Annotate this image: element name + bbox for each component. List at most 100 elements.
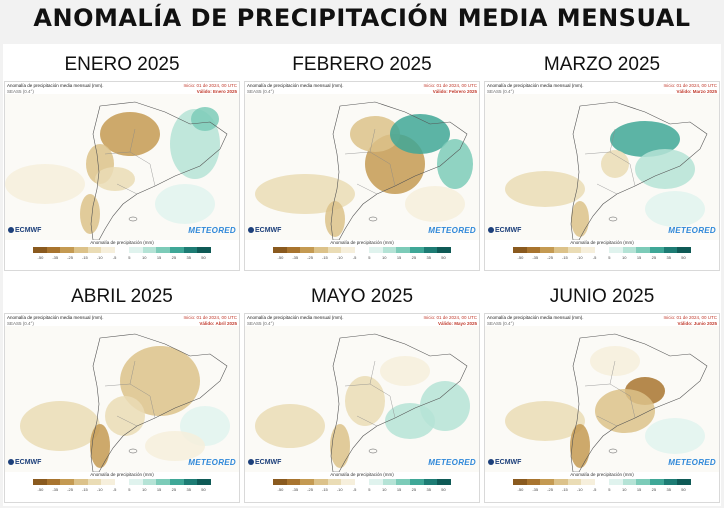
colorbar-tick: 50 [681,255,686,260]
colorbar-tick: -35 [292,487,299,492]
country-borders [584,128,636,195]
colorbar-segment [197,479,211,485]
colorbar-tick: -15 [562,487,568,492]
meteored-logo: METEORED [668,226,716,235]
colorbar-title: Anomalía de precipitación (mm) [90,472,154,477]
product-label: Anomalía de precipitación media mensual … [7,83,104,88]
colorbar-segment [128,479,143,485]
meteored-logo: METEORED [188,226,236,235]
colorbar-tick: 25 [651,255,657,260]
colorbar-segment [87,479,102,485]
colorbar-segment [554,247,568,253]
colorbar-segment [567,479,582,485]
ecmwf-dot-icon [488,459,494,465]
wet-anomaly-area [635,149,695,189]
colorbar-tick: 10 [141,255,147,260]
ecmwf-dot-icon [8,459,14,465]
colorbar-tick: -15 [322,255,328,260]
dry-anomaly-area [570,424,590,468]
dry-anomaly-area [505,171,585,207]
colorbar-segment [663,247,678,253]
meteored-logo: METEORED [428,226,476,235]
precipitation-anomaly-map [485,94,719,240]
colorbar-segment [314,479,328,485]
ecmwf-dot-icon [248,227,254,233]
colorbar-tick: -10 [336,487,343,492]
colorbar-tick: 15 [396,255,402,260]
dry-anomaly-area [380,356,430,386]
colorbar-tick: 35 [666,255,671,260]
colorbar-tick: 35 [186,255,191,260]
colorbar-tick: -5 [352,255,357,260]
colorbar-segment [74,479,88,485]
colorbar-segment [622,479,637,485]
colorbar-tick: -5 [112,255,117,260]
colorbar-segment [33,479,47,485]
colorbar-segment [622,247,637,253]
colorbar-tick: 5 [608,487,611,492]
colorbar-tick: -25 [67,487,73,492]
init-time-label: Inicio: 01 de 2024, 00 UTC [663,315,717,320]
map-header: Anomalía de precipitación media mensual … [7,83,237,101]
dry-anomaly-area [345,376,385,426]
colorbar-segment [60,247,75,253]
colorbar-tick: 50 [201,487,206,492]
colorbar-tick: -50 [517,487,524,492]
colorbar-segment [636,247,650,253]
colorbar-tick: 25 [171,487,177,492]
colorbar-ticks: -50 -35 -25 -15 -10 -5 5 10 15 25 35 50 [33,487,211,493]
meteored-logo: METEORED [428,458,476,467]
colorbar-tick: -5 [112,487,117,492]
product-label: Anomalía de precipitación media mensual … [7,315,104,320]
dry-anomaly-area [595,389,655,433]
colorbar-segment [526,247,541,253]
wet-anomaly-area [390,114,450,154]
source-label: SEAS5 (0.4°) [247,88,274,94]
wet-anomaly-area [645,191,705,227]
colorbar-tick: 10 [381,487,387,492]
ecmwf-logo: ECMWF [488,459,521,466]
continent-outline [330,101,468,240]
colorbar-tick: -25 [547,487,553,492]
colorbar-tick: 25 [411,487,417,492]
meteored-logo: METEORED [188,458,236,467]
colorbar-tick: -5 [352,487,357,492]
dry-anomaly-area [105,396,145,436]
map-canvas [485,94,719,240]
colorbar-segment [341,247,356,253]
precipitation-anomaly-map [485,326,719,472]
forecast-panel-1: ENERO 2025 Anomalía de precipitación med… [3,44,241,274]
colorbar-segment [355,479,369,485]
continent-outline [330,333,468,472]
panel-month-title: MAYO 2025 [310,286,414,307]
colorbar-tick: -25 [67,255,73,260]
colorbar-tick: -10 [96,255,103,260]
islands-outline [128,448,138,454]
colorbar-segment [60,479,75,485]
colorbar-tick: 35 [186,487,191,492]
source-label: SEAS5 (0.4°) [7,320,34,326]
country-borders [344,128,396,195]
wet-anomaly-area [420,381,470,431]
dry-anomaly-area [145,431,205,461]
dry-anomaly-area [20,401,100,451]
colorbar-segment [396,479,410,485]
colorbar-segment [273,479,287,485]
dry-anomaly-area [255,404,325,448]
panel-month-title: JUNIO 2025 [549,286,655,307]
colorbar-ticks: -50 -35 -25 -15 -10 -5 5 10 15 25 35 50 [513,255,691,261]
ecmwf-logo: ECMWF [248,459,281,466]
colorbar-segment [142,479,157,485]
map-card: Anomalía de precipitación media mensual … [245,314,479,502]
colorbar [513,247,691,253]
colorbar-tick: 35 [666,487,671,492]
colorbar-segment [677,247,691,253]
colorbar-tick: 35 [426,255,431,260]
colorbar-segment [156,247,170,253]
colorbar-segment [368,479,383,485]
map-card: Anomalía de precipitación media mensual … [485,82,719,270]
colorbar-tick: 5 [128,487,131,492]
map-card: Anomalía de precipitación media mensual … [5,82,239,270]
colorbar-tick: 25 [411,255,417,260]
dry-anomaly-area [571,201,589,237]
